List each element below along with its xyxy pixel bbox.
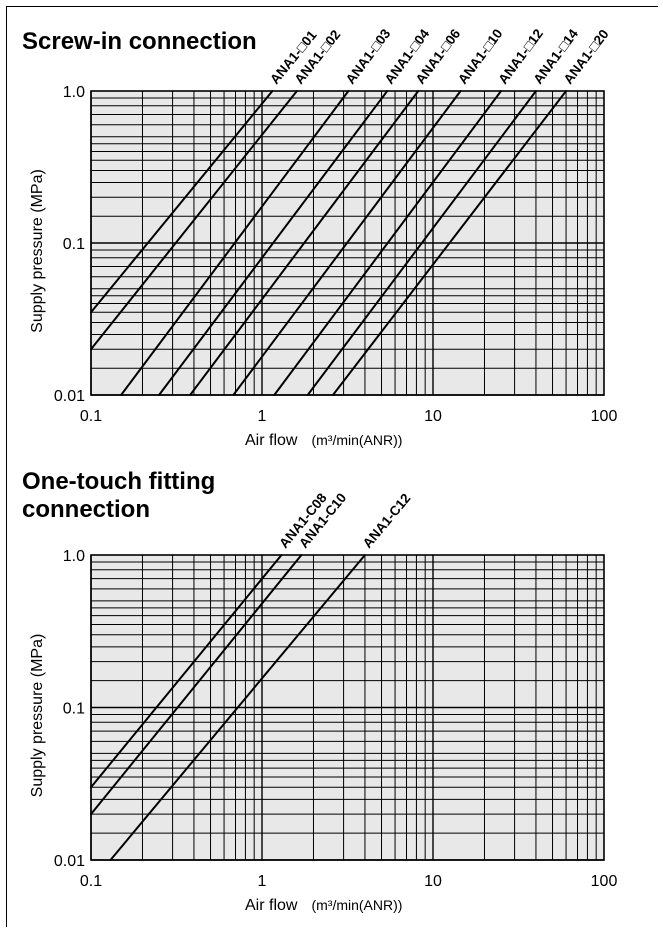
y-tick-label: 1.0 [63, 84, 85, 101]
x-tick-label: 10 [424, 873, 442, 890]
y-tick-label: 0.1 [63, 701, 85, 718]
y-axis-label: Supply pressure (MPa) [29, 634, 46, 798]
chart-title-screw-in: Screw-in connection [22, 28, 257, 55]
series-line-ana1-06 [189, 90, 420, 396]
series-line-ana1-c12 [109, 554, 366, 861]
series-line-ana1-01 [90, 90, 274, 314]
y-axis-label: Supply pressure (MPa) [29, 169, 46, 333]
series-line-ana1-14 [306, 90, 537, 396]
x-tick-label: 100 [591, 873, 618, 890]
series-line-ana1-12 [273, 90, 503, 396]
y-tick-label: 1.0 [63, 548, 85, 565]
series-line-ana1-10 [232, 90, 462, 396]
x-tick-label: 0.1 [80, 408, 102, 425]
grid [90, 555, 604, 861]
x-tick-label: 1 [258, 408, 267, 425]
series-line-ana1-c08 [90, 554, 283, 789]
y-tick-label: 0.01 [54, 853, 85, 870]
series-line-ana1-03 [120, 90, 350, 396]
y-tick-label: 0.1 [63, 236, 85, 253]
chart-title-one-touch: One-touch fitting connection [22, 468, 216, 523]
y-tick-label: 0.01 [54, 388, 85, 405]
x-tick-label: 1 [258, 873, 267, 890]
series-line-ana1-20 [331, 90, 568, 396]
series-line-ana1-02 [90, 90, 298, 351]
chart-one-touch: 0.1 1 10 100 0.01 0.1 1.0 Air flow (m³/min(ANR))… [29, 490, 618, 914]
x-tick-label: 0.1 [80, 873, 102, 890]
chart-screw-in: 0.1 1 10 100 0.01 0.1 1.0 Air flow (m³/min(ANR))… [29, 26, 618, 449]
x-tick-label: 100 [591, 408, 618, 425]
x-axis-label: Air flow (m³/min(ANR)) [245, 432, 402, 449]
series-label: ANA1-C12 [360, 491, 414, 551]
x-tick-label: 10 [424, 408, 442, 425]
series-line-ana1-04 [158, 90, 389, 396]
plot-border [90, 554, 605, 861]
figure-frame [6, 6, 658, 927]
x-axis-label: Air flow (m³/min(ANR)) [245, 897, 402, 914]
series-line-ana1-c10 [90, 554, 303, 816]
